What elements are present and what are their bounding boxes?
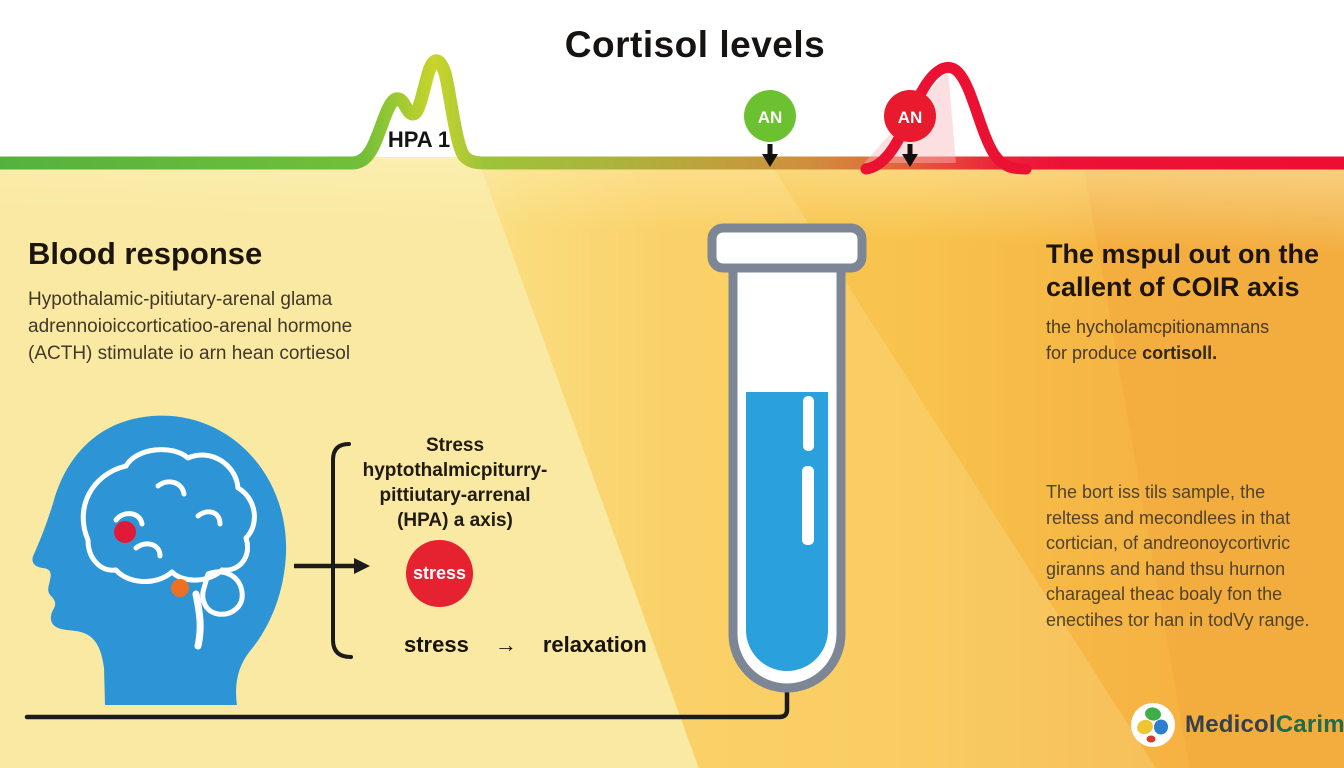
text-line: for produce cortisoll. xyxy=(1046,343,1218,363)
sample-description-paragraph: The bort iss tils sample, the reltess an… xyxy=(1046,480,1341,633)
brand-name-secondary: Carim xyxy=(1275,711,1344,738)
brain-head-illustration xyxy=(32,415,287,705)
flow-from-label: stress xyxy=(404,632,469,657)
text-line: (ACTH) stimulate io arn hean cortiesol xyxy=(28,343,351,364)
an-marker-red-label: AN xyxy=(898,108,923,127)
liquid-highlight xyxy=(803,396,814,451)
blood-response-section: Blood response Hypothalamic-pitiutary-ar… xyxy=(28,236,448,367)
text-line: Stress xyxy=(425,435,485,456)
gradient-baseline-with-green-peak xyxy=(0,54,1344,170)
hpa-peak-label: HPA 1 xyxy=(388,127,450,152)
hpa-output-heading: The mspul out on the callent of COIR axi… xyxy=(1046,238,1341,304)
heading-line: callent of COIR axis xyxy=(1046,272,1300,302)
hpa-output-subtext: the hycholamcpitionamnans for produce co… xyxy=(1046,314,1341,366)
right-arrow-icon: → xyxy=(494,632,517,657)
brand-logo: MedicolCarim xyxy=(1130,702,1344,748)
tube-liquid xyxy=(746,392,828,671)
text-line: cortician, of andreonoycortivric xyxy=(1046,533,1291,553)
text-line: charageal theac boaly fon the xyxy=(1046,584,1283,604)
top-white-band xyxy=(0,0,1344,157)
test-tube-illustration xyxy=(707,223,867,693)
text-line: (HPA) a axis) xyxy=(397,510,513,531)
text-line: giranns and hand thsu hurnon xyxy=(1046,558,1286,579)
stress-badge: stress xyxy=(406,540,473,607)
tube-cap xyxy=(707,223,867,273)
text-line: pittiutary-arrenal xyxy=(379,485,531,506)
page-title: Cortisol levels xyxy=(564,24,826,65)
down-arrow-icon xyxy=(902,154,918,167)
flow-to-label: relaxation xyxy=(542,632,647,657)
hpa-output-section: The mspul out on the callent of COIR axi… xyxy=(1046,238,1341,366)
head-silhouette xyxy=(32,415,287,705)
text-line: The bort iss tils sample, the xyxy=(1046,482,1266,502)
blood-response-heading: Blood response xyxy=(28,236,263,271)
text-line: the hycholamcpitionamnans xyxy=(1046,317,1270,337)
stress-hpa-axis-label: Stress hyptothalmicpiturry- pittiutary-a… xyxy=(330,433,580,533)
text-line: enectihes tor han in todVy range. xyxy=(1046,609,1310,630)
brand-logo-icon xyxy=(1131,703,1175,747)
blood-response-paragraph: Hypothalamic-pitiutary-arenal glama adre… xyxy=(28,286,448,367)
stress-relaxation-flow: stress → relaxation xyxy=(404,632,647,658)
text-line: hyptothalmicpiturry- xyxy=(362,460,548,481)
pituitary-dot xyxy=(171,579,189,597)
text-line: adrennoioiccorticatioo-arenal hormone xyxy=(28,316,353,337)
brand-logo-text: MedicolCarim xyxy=(1185,711,1344,739)
down-arrow-icon xyxy=(762,154,778,167)
an-marker-red: AN xyxy=(884,90,936,167)
heading-line: The mspul out on the xyxy=(1046,239,1319,269)
stress-badge-label: stress xyxy=(412,563,467,583)
text-line: Hypothalamic-pitiutary-arenal glama xyxy=(28,289,333,310)
brand-name-primary: Medicol xyxy=(1185,711,1276,738)
brain-outline xyxy=(80,447,257,650)
an-marker-green-label: AN xyxy=(758,108,783,127)
text-line: reltess and mecondlees in that xyxy=(1046,507,1291,528)
cortisol-curve-chart: HPA 1 AN AN xyxy=(0,0,1344,175)
liquid-highlight xyxy=(802,466,814,545)
hypothalamus-dot xyxy=(114,521,136,543)
an-marker-green: AN xyxy=(744,90,796,167)
